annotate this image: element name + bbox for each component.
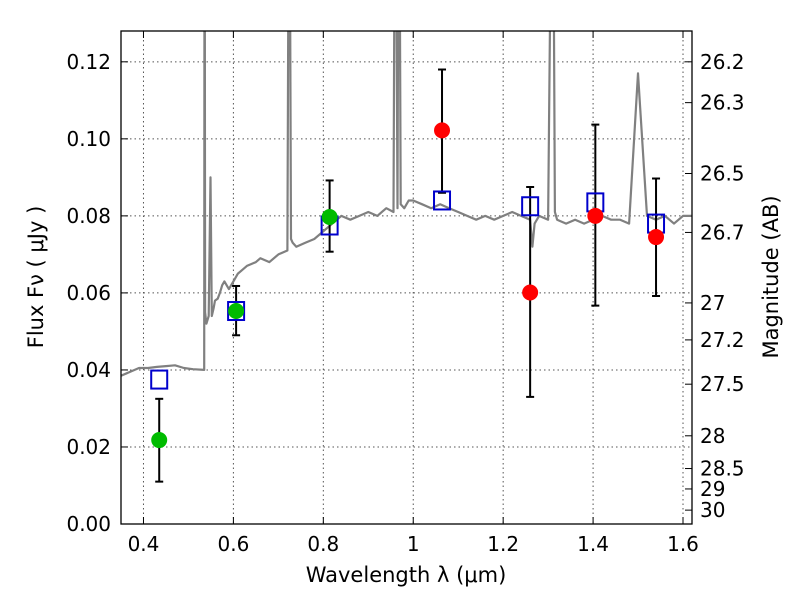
y-tick-label: 0.08 <box>66 204 111 228</box>
y2-tick-label: 26.2 <box>700 50 745 74</box>
observed-point-green <box>151 432 168 449</box>
y2-tick-label: 27.5 <box>700 372 745 396</box>
x-tick-label: 1.6 <box>667 532 699 556</box>
y-tick-label: 0.02 <box>66 435 111 459</box>
y2-tick-label: 26.7 <box>700 220 745 244</box>
observed-point-red <box>434 122 451 139</box>
observed-point-red <box>648 229 665 246</box>
y2-tick-label: 30 <box>700 498 725 522</box>
x-tick-label: 0.8 <box>307 532 339 556</box>
x-tick-label: 1.4 <box>577 532 609 556</box>
y2-tick-label: 29 <box>700 477 725 501</box>
model-photometry-square <box>150 369 169 390</box>
x-tick-label: 0.6 <box>217 532 249 556</box>
y-tick-label: 0.10 <box>66 127 111 151</box>
model-spectrum-line <box>121 31 692 377</box>
plot-markers <box>150 68 666 483</box>
observed-point-red <box>522 284 539 301</box>
plot-data <box>121 31 692 377</box>
y2-tick-label: 27 <box>700 291 725 315</box>
y2-tick-label: 27.2 <box>700 328 745 352</box>
y-tick-label: 0.12 <box>66 50 111 74</box>
x-axis-label: Wavelength λ (μm) <box>306 563 507 587</box>
y2-tick-label: 26.3 <box>700 91 745 115</box>
y-tick-label: 0.00 <box>66 512 111 536</box>
grid <box>121 31 692 525</box>
observed-point-green <box>321 209 338 226</box>
y-axis-label: Flux Fν ( μJy ) <box>24 206 48 349</box>
y2-tick-label: 26.5 <box>700 162 745 186</box>
observed-point-green <box>228 303 245 320</box>
plot-frame <box>120 30 693 525</box>
axes: 0.4 0.6 0.8 1 1.2 1.4 1.6 0.00 0.02 0.04 0.06 0.08 0… <box>66 31 745 556</box>
model-photometry-square <box>521 196 540 217</box>
x-tick-label: 1.2 <box>487 532 519 556</box>
y2-tick-label: 28.5 <box>700 457 745 481</box>
model-photometry-square <box>433 190 452 211</box>
y2-axis-label: Magnitude (AB) <box>759 195 783 358</box>
y-tick-label: 0.06 <box>66 281 111 305</box>
x-tick-label: 1 <box>407 532 420 556</box>
x-tick-label: 0.4 <box>128 532 160 556</box>
y2-tick-label: 28 <box>700 424 725 448</box>
y-tick-label: 0.04 <box>66 358 111 382</box>
observed-point-red <box>587 207 604 224</box>
